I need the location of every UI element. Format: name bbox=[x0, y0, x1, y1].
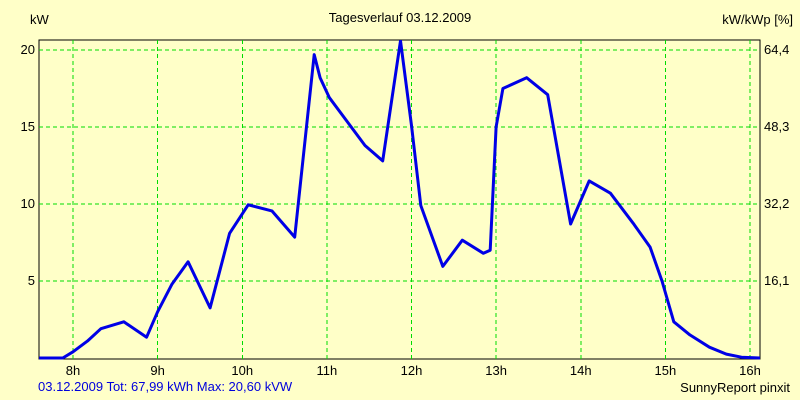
y-left-tick-label: 10 bbox=[20, 196, 35, 211]
credit-text: SunnyReport pinxit bbox=[680, 380, 790, 395]
right-axis-unit-label: kW/kWp [%] bbox=[722, 12, 793, 27]
x-tick-label: 11h bbox=[316, 363, 338, 378]
x-tick-label: 16h bbox=[739, 363, 761, 378]
y-left-tick-label: 5 bbox=[27, 273, 35, 288]
left-axis-unit-label: kW bbox=[30, 12, 49, 27]
chart-title: Tagesverlauf 03.12.2009 bbox=[328, 10, 472, 25]
x-tick-label: 10h bbox=[231, 363, 254, 378]
y-right-tick-label: 16,1 bbox=[764, 273, 790, 288]
x-tick-label: 14h bbox=[569, 363, 592, 378]
x-tick-label: 9h bbox=[150, 363, 165, 378]
y-right-tick-label: 64,4 bbox=[764, 42, 790, 57]
y-left-tick-label: 15 bbox=[20, 119, 35, 134]
x-tick-label: 15h bbox=[654, 363, 677, 378]
y-right-tick-label: 48,3 bbox=[764, 119, 790, 134]
power-curve bbox=[39, 40, 760, 360]
plot-frame bbox=[38, 39, 761, 360]
y-right-tick-label: 32,2 bbox=[764, 196, 790, 211]
y-left-tick-label: 20 bbox=[20, 42, 35, 57]
x-tick-label: 13h bbox=[485, 363, 507, 378]
summary-text: 03.12.2009 Tot: 67,99 kWh Max: 20,60 kVW bbox=[38, 379, 293, 394]
x-tick-label: 8h bbox=[65, 363, 81, 378]
x-tick-label: 12h bbox=[400, 363, 423, 378]
